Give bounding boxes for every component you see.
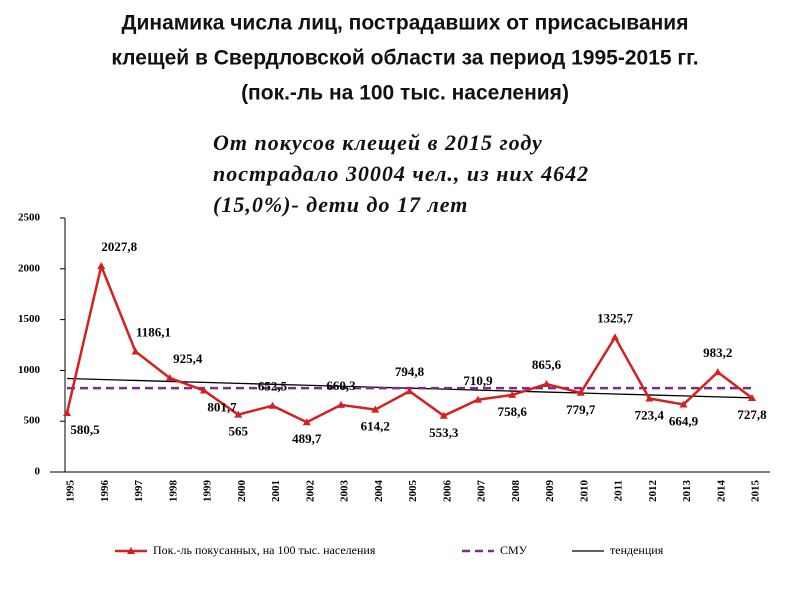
data-label: 794,8 [395,364,425,379]
data-label: 779,7 [566,402,596,417]
data-label: 758,6 [498,404,528,419]
x-tick-label: 1995 [65,480,77,503]
data-point [645,394,654,402]
data-point [748,394,756,402]
data-label: 925,4 [173,351,203,366]
data-label: 710,9 [463,373,493,388]
data-point [611,333,619,341]
data-label: 580,5 [70,422,100,437]
legend-label: Пок.-ль покусанных, на 100 тыс. населени… [153,543,376,557]
x-tick-label: 2008 [510,480,522,503]
data-point [97,261,106,269]
x-tick-label: 2000 [236,480,248,503]
x-tick-label: 2013 [681,480,693,503]
chart-title: клещей в Свердловской области за период … [111,47,698,70]
data-label: 1325,7 [597,310,633,325]
y-tick-label: 500 [24,415,41,427]
x-tick-label: 2003 [339,480,351,503]
data-point [337,400,345,408]
data-label: 801,7 [207,400,237,415]
data-label: 983,2 [703,345,732,360]
x-tick-label: 2001 [270,480,282,502]
x-tick-label: 2006 [441,480,453,503]
x-tick-label: 2002 [304,480,316,503]
x-tick-label: 1996 [99,480,111,503]
data-point [542,380,551,388]
data-label: 664,9 [669,413,699,428]
data-point [234,410,243,418]
chart-title: (пок.-ль на 100 тыс. населения) [241,82,569,105]
y-tick-label: 0 [35,466,41,478]
x-tick-label: 2011 [613,480,625,501]
x-tick-label: 2010 [578,480,590,503]
legend-label: тенденция [610,543,664,557]
annotation: (15,0%)- дети до 17 лет [213,192,468,217]
x-tick-label: 1999 [202,480,214,503]
data-point [474,395,482,403]
data-point [371,405,380,413]
y-tick-label: 2000 [18,262,41,274]
data-point [405,387,414,395]
data-point [439,411,448,419]
data-point [131,347,140,355]
x-tick-label: 1997 [133,480,145,503]
data-label: 2027,8 [101,239,137,254]
data-point [302,418,311,426]
data-point [679,400,688,408]
data-point [268,401,277,409]
y-tick-label: 2500 [18,212,41,224]
data-label: 865,6 [532,357,562,372]
data-point [63,409,71,417]
x-tick-label: 2012 [647,480,659,503]
data-point [165,373,174,381]
x-tick-label: 1998 [167,480,179,503]
y-tick-label: 1500 [18,313,41,325]
data-point [576,388,585,396]
data-label: 1186,1 [136,324,171,339]
legend-marker [127,547,135,554]
data-label: 553,3 [429,425,459,440]
data-label: 652,5 [258,379,288,394]
legend-label: СМУ [500,543,528,557]
y-tick-label: 1000 [18,364,41,376]
chart-title: Динамика числа лиц, пострадавших от прис… [122,12,689,35]
x-tick-label: 2014 [715,480,727,503]
data-point [508,390,517,398]
data-point [200,386,208,394]
data-label: 727,8 [737,407,767,422]
data-label: 723,4 [635,407,665,422]
x-tick-label: 2009 [544,480,556,503]
x-tick-label: 2007 [476,480,488,503]
data-label: 614,2 [361,419,390,434]
data-point [713,368,722,376]
annotation: От покусов клещей в 2015 году [213,130,543,155]
data-label: 565 [229,424,249,439]
data-label: 489,7 [292,431,322,446]
annotation: пострадало 30004 чел., из них 4642 [213,161,589,186]
x-tick-label: 2004 [373,480,385,503]
x-tick-label: 2015 [750,480,762,503]
data-label: 660,3 [326,378,356,393]
x-tick-label: 2005 [407,480,419,503]
